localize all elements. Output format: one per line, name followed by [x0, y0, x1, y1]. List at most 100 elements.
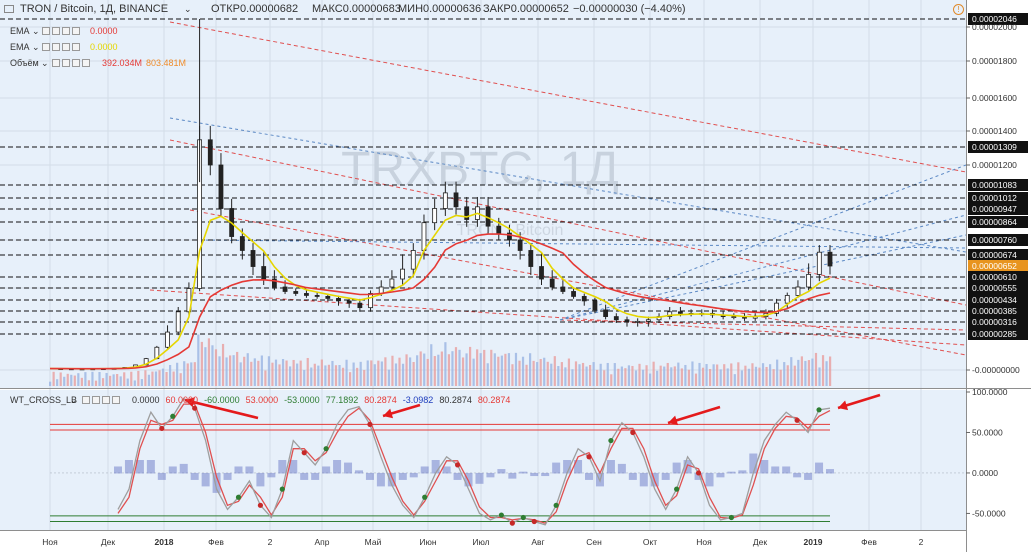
volume-bar	[133, 380, 136, 386]
volume-bar	[758, 367, 761, 386]
volume-bar	[394, 363, 398, 386]
volume-bar	[310, 367, 313, 386]
close-icon[interactable]	[112, 396, 120, 404]
time-axis-label: Июн	[419, 537, 436, 547]
osc-histogram-bar	[760, 460, 769, 474]
volume-bar	[557, 366, 560, 386]
settings-icon[interactable]	[52, 43, 60, 51]
volume-bar	[804, 360, 807, 386]
volume-bar	[677, 362, 680, 386]
volume-bar	[278, 364, 281, 386]
symbol-chevron-down-icon[interactable]: ⌄	[184, 4, 192, 14]
eye-icon[interactable]	[42, 43, 50, 51]
volume-bar	[814, 352, 818, 386]
level-box	[968, 141, 1028, 153]
arrow-head	[383, 408, 394, 419]
osc-histogram-bar	[420, 466, 429, 474]
volume-bar	[659, 365, 662, 386]
eye-icon[interactable]	[82, 396, 90, 404]
ema-lines	[49, 212, 831, 370]
collapse-icon[interactable]	[4, 5, 14, 13]
osc-histogram-bar	[793, 472, 802, 478]
volume-bar	[652, 361, 655, 386]
source-icon[interactable]	[62, 27, 70, 35]
volume-bar	[306, 357, 309, 386]
volume-bar	[589, 365, 592, 386]
price-axis-label: 0.00000434	[972, 295, 1017, 305]
price-axis-label: 0.00000760	[972, 235, 1017, 245]
level-box	[968, 316, 1028, 328]
volume-bar	[73, 375, 76, 386]
volume-bar	[670, 367, 673, 386]
candle-body	[271, 278, 277, 288]
wt-cross-dot	[630, 429, 636, 436]
volume-bar	[560, 362, 563, 386]
source-icon[interactable]	[102, 396, 110, 404]
volume-bar	[546, 361, 549, 386]
osc-histogram-bar	[749, 453, 758, 474]
osc-histogram-bar	[782, 466, 791, 474]
volume-bar	[87, 380, 91, 386]
settings-icon[interactable]	[62, 59, 70, 67]
volume-bar	[525, 364, 528, 386]
chevron-down-icon[interactable]: ⌄	[32, 42, 40, 52]
time-axis-label: Фев	[208, 537, 224, 547]
eye-icon[interactable]	[52, 59, 60, 67]
close-icon[interactable]	[72, 43, 80, 51]
candle-body	[336, 298, 341, 302]
candle-body	[314, 295, 320, 297]
volume-bar	[709, 369, 712, 386]
oscillator-controls[interactable]	[82, 396, 120, 404]
indicator-controls[interactable]	[42, 27, 80, 35]
volume-bar	[303, 370, 306, 386]
chevron-down-icon[interactable]: ⌄	[41, 58, 49, 68]
volume-bar	[257, 360, 260, 386]
time-axis[interactable]: Ноя Дек 2018 Фев 2 Апр Май Июн Июл Авг Сен Окт Ноя Де…	[42, 537, 923, 547]
wt-cross-dot	[794, 417, 800, 423]
source-icon[interactable]	[62, 43, 70, 51]
volume-bars	[49, 334, 832, 386]
volume-bar	[553, 356, 556, 386]
symbol-title[interactable]: TRON / Bitcoin, 1Д, BINANCE	[20, 3, 169, 15]
time-axis-label: 2	[268, 537, 273, 547]
volume-bar	[793, 365, 796, 386]
osc-axis-label: 100.0000	[972, 387, 1008, 397]
volume-bar	[112, 374, 115, 386]
osc-histogram-bar	[804, 472, 813, 480]
trend-lines[interactable]	[149, 21, 967, 356]
eye-icon[interactable]	[42, 27, 50, 35]
info-icon[interactable]: !	[953, 4, 964, 15]
chevron-down-icon[interactable]: ⌄	[70, 395, 78, 405]
volume-bar	[585, 366, 588, 386]
settings-icon[interactable]	[92, 396, 100, 404]
settings-icon[interactable]	[52, 27, 60, 35]
chevron-down-icon[interactable]: ⌄	[32, 26, 40, 36]
close-icon[interactable]	[72, 27, 80, 35]
candle-body	[357, 302, 363, 309]
wt-cross-dot	[586, 454, 592, 460]
close-icon[interactable]	[82, 59, 90, 67]
indicator-controls[interactable]	[42, 43, 80, 51]
volume-bar	[313, 363, 316, 386]
volume-bar	[772, 369, 775, 386]
candle-body	[250, 250, 256, 267]
ohlc-low: МИН0.00000636	[398, 3, 482, 15]
ohlc-change: −0.00000030 (−4.40%)	[573, 3, 686, 15]
price-axis-label: 0.00001309	[972, 142, 1017, 152]
horizontal-levels[interactable]	[0, 18, 966, 335]
wt-cross-dot	[159, 425, 165, 432]
indicator-value: 0.0000	[90, 42, 118, 52]
candle-body	[549, 278, 555, 288]
volume-bar	[627, 365, 631, 386]
volume-bar	[536, 362, 539, 386]
volume-bar	[229, 355, 232, 386]
osc-histogram-bar	[826, 469, 834, 474]
source-icon[interactable]	[72, 59, 80, 67]
level-box	[968, 305, 1028, 317]
indicator-controls[interactable]	[52, 59, 90, 67]
candle-body	[528, 250, 534, 267]
osc-axis[interactable]: 100.0000 50.0000 0.0000 -50.0000	[966, 387, 1008, 518]
